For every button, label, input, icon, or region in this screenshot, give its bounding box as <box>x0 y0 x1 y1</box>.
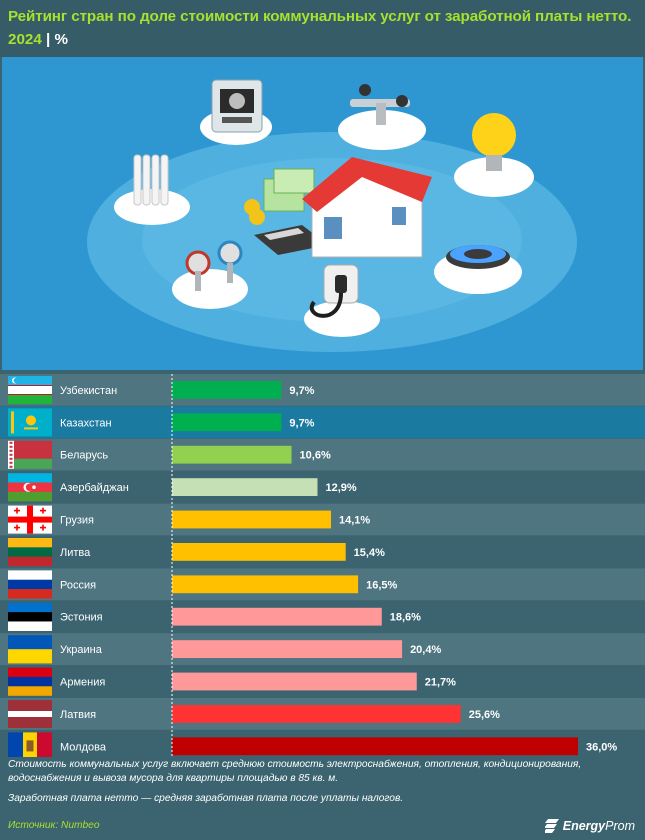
logo-light: Prom <box>605 819 635 833</box>
category-label: Россия <box>60 579 96 591</box>
kazakhstan-flag <box>8 408 52 437</box>
bar <box>172 640 403 658</box>
category-label: Украина <box>60 644 103 656</box>
category-label: Литва <box>60 547 91 559</box>
subtitle-year: 2024 <box>8 31 42 48</box>
bar <box>172 381 282 399</box>
water-meter-icon <box>172 240 248 309</box>
subtitle-unit: % <box>54 31 69 48</box>
bar <box>172 607 382 626</box>
note-net-salary-definition: Заработная плата нетто — средняя заработ… <box>8 793 404 804</box>
subtitle-separator: | <box>41 31 55 48</box>
plug-socket-icon <box>304 264 380 337</box>
value-label: 21,7% <box>425 677 456 689</box>
radiator-icon <box>114 154 190 225</box>
value-label: 16,5% <box>366 579 397 591</box>
category-label: Армения <box>60 677 105 689</box>
note-utilities-definition: Стоимость коммунальных услуг включает ср… <box>8 759 582 784</box>
category-label: Беларусь <box>60 450 108 462</box>
chart-title: Рейтинг стран по доле стоимости коммунал… <box>8 8 632 25</box>
value-label: 12,9% <box>325 482 356 494</box>
notes: Стоимость коммунальных услуг включает ср… <box>8 758 640 812</box>
armenia-flag <box>8 667 52 696</box>
value-label: 10,6% <box>300 450 331 462</box>
chart-row-bg <box>0 406 645 439</box>
logo-icon <box>544 819 559 833</box>
value-label: 18,6% <box>390 612 421 624</box>
moldova-flag <box>8 732 52 757</box>
latvia-flag <box>8 700 52 728</box>
chart-row-bg <box>0 438 645 471</box>
category-label: Грузия <box>60 515 94 527</box>
georgia-flag <box>8 505 52 534</box>
source-text: Источник: Numbeo <box>8 820 100 831</box>
value-label: 36,0% <box>586 741 617 753</box>
category-label: Узбекистан <box>60 385 117 397</box>
bar <box>172 510 332 529</box>
value-label: 25,6% <box>469 709 500 721</box>
logo-bold: Energy <box>562 819 606 833</box>
ukraine-flag <box>8 635 52 664</box>
uzbekistan-flag <box>8 376 52 404</box>
bar <box>172 737 578 756</box>
electric-meter-icon <box>200 79 272 145</box>
bar <box>172 705 461 723</box>
value-label: 20,4% <box>410 644 441 656</box>
energyprom-logo: EnergyProm <box>544 816 635 836</box>
category-label: Эстония <box>60 612 103 624</box>
bar <box>172 478 318 496</box>
bar <box>172 672 417 691</box>
value-label: 9,7% <box>289 385 314 397</box>
category-label: Латвия <box>60 709 96 721</box>
light-bulb-icon <box>454 113 534 197</box>
header: Рейтинг стран по доле стоимости коммунал… <box>0 0 645 57</box>
estonia-flag <box>8 602 52 631</box>
category-label: Молдова <box>60 741 107 753</box>
value-label: 9,7% <box>289 417 314 429</box>
belarus-flag <box>8 440 52 469</box>
russia-flag <box>8 570 52 599</box>
chart-row-bg <box>0 374 645 406</box>
chart-row-bg <box>0 471 645 503</box>
chart-subtitle: 2024 | % <box>8 29 68 51</box>
water-faucet-icon <box>338 84 426 150</box>
value-label: 14,1% <box>339 515 370 527</box>
bar <box>172 575 359 594</box>
gas-burner-icon <box>434 245 522 294</box>
bar <box>172 445 292 464</box>
calculator-icon <box>254 225 328 255</box>
money-stack-icon <box>244 168 315 225</box>
value-label: 15,4% <box>354 547 385 559</box>
azerbaijan-flag <box>8 473 52 502</box>
house-icon <box>302 157 432 258</box>
utilities-illustration <box>2 57 643 370</box>
bar <box>172 543 346 561</box>
category-label: Казахстан <box>60 417 112 429</box>
lithuania-flag <box>8 538 52 567</box>
bar-chart: Узбекистан 9,7% Казахстан 9,7% Беларусь 10,6%… <box>0 374 645 757</box>
bar <box>172 413 282 432</box>
category-label: Азербайджан <box>60 482 129 494</box>
